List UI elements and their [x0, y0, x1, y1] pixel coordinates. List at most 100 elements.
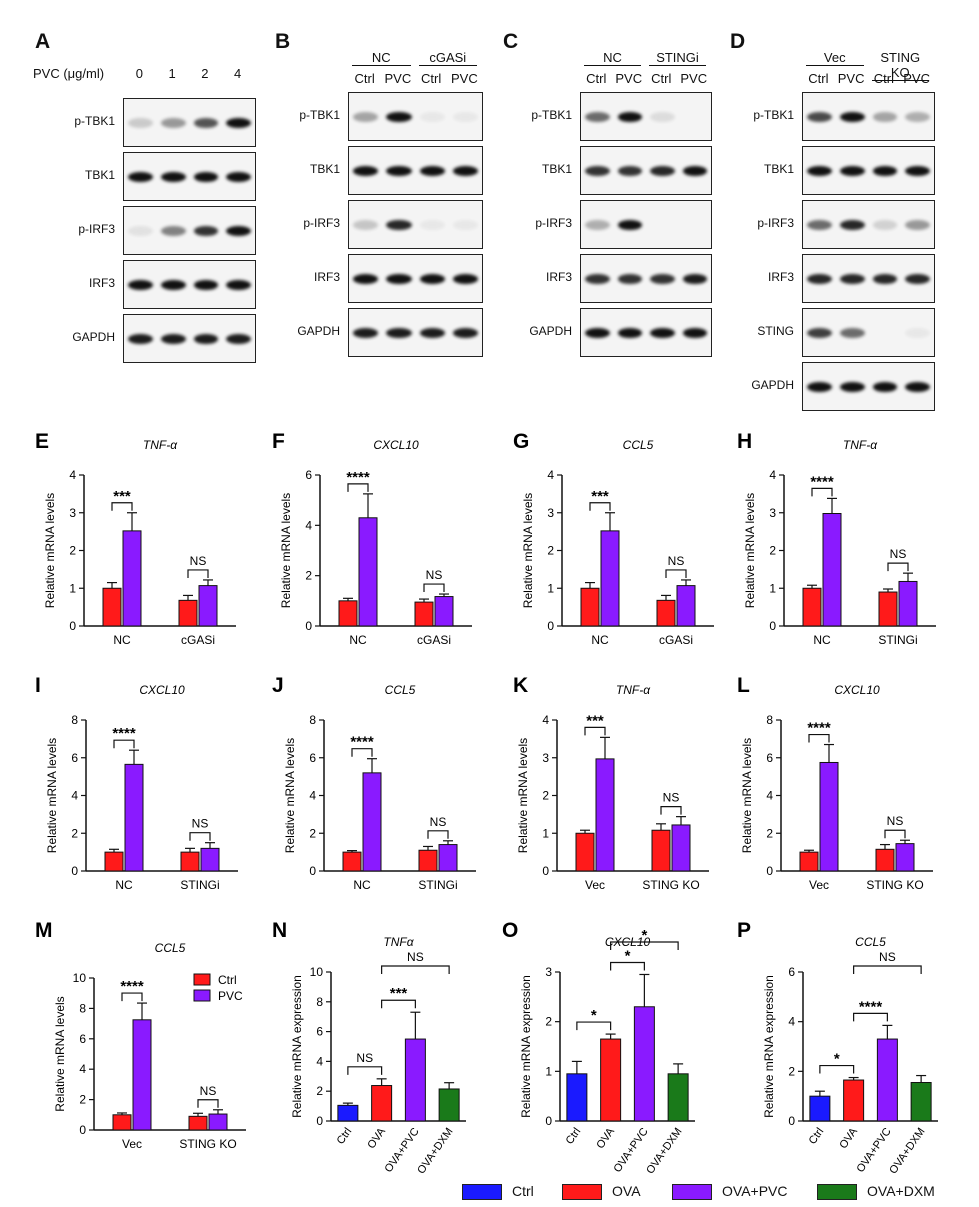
significance-bracket [589, 502, 611, 511]
blot-band [419, 165, 445, 176]
y-tick-label: 10 [310, 965, 324, 979]
x-tick-label: STING KO [642, 878, 699, 892]
blot-band [452, 327, 478, 338]
chart-title: TNFα [383, 935, 414, 949]
blot-row-label: IRF3 [88, 275, 115, 290]
x-tick-label: STING KO [866, 878, 923, 892]
bar-ctrl [112, 1114, 132, 1131]
y-tick-label: 6 [79, 1032, 86, 1046]
bar-ctrl [656, 599, 676, 627]
blot-band [226, 333, 251, 344]
blot-group-header: Vec [806, 50, 864, 66]
blot-band [905, 381, 930, 392]
panel-label: J [272, 674, 284, 697]
significance-label: NS [407, 950, 424, 964]
y-tick-label: 2 [309, 826, 316, 840]
x-tick-label: cGASi [659, 633, 693, 647]
y-tick-label: 3 [547, 506, 554, 520]
y-tick-label: 0 [316, 1114, 323, 1128]
blot-band [650, 327, 675, 338]
blot-band [419, 219, 445, 230]
significance-label: *** [591, 488, 609, 505]
significance-bracket [381, 999, 416, 1009]
blot-row-label: TBK1 [541, 161, 572, 176]
panel-label: L [737, 674, 750, 697]
blot-strip [348, 92, 483, 141]
significance-label: **** [346, 469, 370, 486]
blot-band [682, 327, 707, 338]
blot-row-label: GAPDH [751, 377, 794, 392]
blot-strip [580, 146, 712, 195]
significance-bracket [121, 992, 143, 1002]
bar-ctrl [414, 601, 434, 627]
panel-label: K [513, 674, 528, 697]
blot-band [905, 273, 930, 284]
blot-dose-header: PVC (μg/ml) [33, 66, 105, 81]
blot-band [872, 111, 898, 122]
bar-pvc [671, 824, 691, 872]
blot-band [650, 111, 675, 122]
y-tick-label: 2 [71, 826, 78, 840]
x-tick-label: STINGi [180, 878, 219, 892]
significance-bracket [660, 806, 682, 815]
blot-row-label: IRF3 [313, 269, 340, 284]
y-tick-label: 0 [788, 1114, 795, 1128]
bar-ctrl [809, 1095, 831, 1122]
y-tick-label: 8 [309, 713, 316, 727]
y-tick-label: 2 [766, 826, 773, 840]
bar-ctrl [580, 587, 600, 627]
x-tick-label: NC [349, 633, 367, 647]
bar-ctrl [799, 851, 819, 872]
y-axis-label: Relative mRNA levels [279, 493, 293, 608]
blot-band [226, 225, 251, 236]
blot-band [872, 219, 898, 230]
panel-label: N [272, 919, 287, 942]
blot-band [839, 381, 865, 392]
blot-band [419, 273, 445, 284]
y-tick-label: 0 [547, 619, 554, 633]
blot-band [807, 165, 832, 176]
blot-band [807, 273, 832, 284]
significance-bracket [381, 965, 450, 974]
y-tick-label: 0 [71, 864, 78, 878]
blot-band [226, 117, 251, 128]
significance-label: *** [586, 712, 604, 729]
bar-ctrl [180, 851, 200, 872]
panel-label: H [737, 430, 752, 453]
bar-pvc [124, 763, 144, 872]
x-tick-label: NC [353, 878, 371, 892]
y-tick-label: 6 [316, 1025, 323, 1039]
significance-bracket [887, 562, 909, 572]
chart-title: CXCL10 [373, 438, 419, 452]
y-tick-label: 4 [79, 1062, 86, 1076]
blot-band [386, 219, 412, 230]
blot-column-header: Ctrl [808, 71, 829, 86]
blot-strip [802, 146, 935, 195]
blot-band [128, 225, 153, 236]
y-tick-label: 1 [547, 581, 554, 595]
x-tick-label: OVA [837, 1125, 860, 1151]
x-tick-label: NC [113, 633, 131, 647]
blot-row-label: p-TBK1 [74, 113, 115, 128]
x-tick-label: Ctrl [807, 1126, 827, 1147]
blot-row-label: STING [757, 323, 794, 338]
bar-pvc [895, 843, 915, 872]
blot-strip [802, 254, 935, 303]
bar-ctrl [878, 591, 898, 627]
significance-label: NS [190, 554, 207, 568]
bar-pvc [208, 1113, 228, 1131]
y-axis-label: Relative mRNA expression [519, 975, 533, 1118]
blot-band [617, 111, 642, 122]
significance-bracket [610, 961, 645, 971]
blot-band [193, 279, 219, 290]
chart-title: TNF-α [143, 438, 178, 452]
bar-pvc [132, 1019, 152, 1131]
y-tick-label: 6 [309, 751, 316, 765]
blot-column-header: Ctrl [651, 71, 672, 86]
blot-row-label: p-TBK1 [299, 107, 340, 122]
significance-label: NS [200, 1084, 217, 1098]
y-tick-label: 2 [769, 544, 776, 558]
significance-bracket [197, 1099, 219, 1108]
chart-title: CCL5 [623, 438, 654, 452]
y-tick-label: 4 [69, 468, 76, 482]
